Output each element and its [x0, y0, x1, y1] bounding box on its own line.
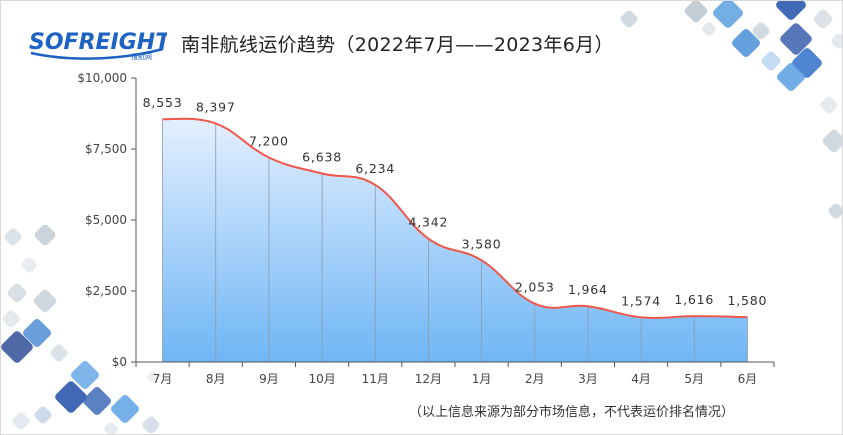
x-tick-label: 8月	[206, 372, 226, 386]
data-label: 6,638	[302, 149, 342, 164]
x-tick-label: 4月	[631, 372, 651, 386]
deco-tile	[34, 406, 52, 424]
deco-tile	[761, 51, 781, 71]
deco-tile	[620, 10, 638, 28]
deco-tile	[147, 371, 159, 383]
x-tick-label: 12月	[415, 372, 442, 386]
y-tick-label: $5,000	[85, 213, 127, 227]
deco-tile	[4, 228, 22, 246]
deco-tile	[83, 387, 111, 415]
x-tick-label: 2月	[525, 372, 545, 386]
deco-tile	[34, 224, 56, 246]
deco-tile	[702, 22, 716, 36]
area-fill	[162, 118, 748, 362]
data-label: 7,200	[249, 134, 289, 149]
data-label: 1,580	[728, 293, 768, 308]
deco-tile	[12, 412, 30, 430]
deco-tile	[820, 96, 838, 114]
data-label: 6,234	[355, 161, 395, 176]
page-title: 南非航线运价趋势（2022年7月——2023年6月）	[181, 34, 614, 56]
x-tick-label: 9月	[259, 372, 279, 386]
x-tick-label: 7月	[153, 372, 173, 386]
deco-tile	[55, 381, 87, 413]
deco-tile	[23, 319, 51, 347]
x-tick-label: 6月	[738, 372, 758, 386]
y-tick-label: $2,500	[85, 284, 127, 298]
deco-tile	[828, 203, 842, 219]
sofreight-logo: SOFREIGHT 搜航网	[29, 30, 167, 61]
deco-tile	[777, 63, 805, 91]
source-footnote: （以上信息来源为部分市场信息，不代表运价排名情况）	[408, 405, 734, 420]
x-tick-label: 10月	[308, 372, 335, 386]
y-tick-label: $7,500	[85, 142, 127, 156]
deco-tile	[752, 22, 770, 40]
series-line	[162, 117, 748, 319]
deco-tile	[780, 23, 812, 55]
deco-tile	[831, 33, 842, 49]
data-label: 8,553	[143, 95, 183, 110]
deco-tile	[111, 395, 139, 423]
deco-tile	[713, 1, 743, 28]
data-label: 2,053	[515, 280, 555, 295]
x-tick-label: 3月	[578, 372, 598, 386]
deco-tile	[822, 129, 842, 153]
data-label: 3,580	[462, 236, 502, 251]
deco-tile	[813, 9, 833, 29]
data-label: 1,964	[568, 282, 608, 297]
y-tick-label: $10,000	[77, 71, 127, 85]
deco-tile	[50, 344, 68, 362]
deco-tile	[104, 422, 118, 434]
deco-tile	[33, 289, 57, 313]
deco-tile	[732, 29, 760, 57]
deco-tile	[71, 361, 99, 389]
x-tick-label: 11月	[362, 372, 389, 386]
deco-tile	[142, 416, 160, 434]
deco-tile	[1, 331, 33, 363]
y-tick-label: $0	[112, 355, 127, 369]
deco-tile	[7, 283, 27, 303]
data-label: 1,616	[674, 292, 714, 307]
deco-tile	[21, 257, 37, 273]
data-label: 8,397	[196, 100, 236, 115]
logo-subtext: 搜航网	[131, 52, 152, 61]
deco-tile	[2, 310, 20, 328]
x-tick-label: 5月	[684, 372, 704, 386]
logo-text: SOFREIGHT	[29, 30, 167, 55]
data-label: 1,574	[621, 293, 661, 308]
deco-tile	[684, 1, 708, 23]
x-tick-label: 1月	[472, 372, 492, 386]
deco-tile	[776, 1, 806, 20]
data-label: 4,342	[409, 215, 449, 230]
